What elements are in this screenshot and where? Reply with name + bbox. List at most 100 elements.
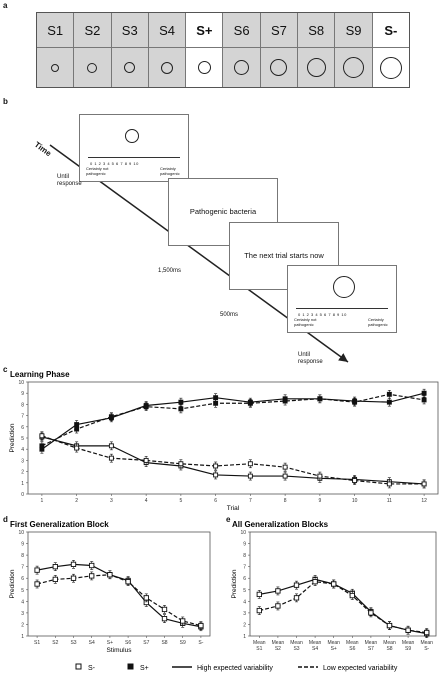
data-point: [352, 478, 358, 484]
feedback-text: Pathogenic bacteria: [189, 207, 257, 216]
y-tick-label: 6: [21, 425, 24, 431]
y-tick-label: 3: [243, 611, 246, 617]
stimulus-cell: [111, 48, 148, 87]
data-point: [386, 481, 392, 487]
data-point: [352, 399, 358, 405]
y-tick-label: 7: [21, 565, 24, 571]
x-tick-label: 4: [145, 498, 148, 504]
stimulus-label: S8: [298, 13, 335, 48]
y-tick-label: 4: [21, 447, 24, 453]
x-tick-label: 10: [352, 498, 358, 504]
data-point: [386, 391, 392, 397]
legend: S- S+ High expected variability Low expe…: [75, 663, 398, 672]
x-tick-label: S7: [143, 640, 149, 646]
data-point: [74, 445, 80, 451]
x-tick-label: Mean S7: [365, 640, 378, 652]
stimulus-circle: [234, 60, 250, 75]
stimulus-circle: [51, 63, 60, 72]
data-point: [143, 404, 149, 410]
data-point: [282, 473, 288, 479]
x-tick-label: 6: [214, 498, 217, 504]
panel-letter-d: d: [3, 515, 8, 524]
data-point: [39, 433, 45, 439]
x-tick-label: S1: [34, 640, 40, 646]
x-tick-label: S6: [125, 640, 131, 646]
y-axis-label: Prediction: [231, 569, 238, 598]
x-tick-label: 5: [179, 498, 182, 504]
y-tick-label: 5: [243, 588, 246, 594]
x-tick-label: Mean S9: [402, 640, 415, 652]
y-tick-label: 2: [21, 470, 24, 476]
x-tick-label: S9: [180, 640, 186, 646]
panel-letter-b: b: [3, 97, 8, 106]
plot-frame: [27, 381, 439, 495]
duration-label-4: Until response: [298, 352, 323, 365]
stimulus-cell: [148, 48, 186, 87]
legend-low-label: Low expected variability: [323, 665, 398, 672]
legend-s-minus-label: S-: [88, 665, 96, 672]
y-tick-label: 4: [243, 599, 246, 605]
stimulus-cell: [335, 48, 372, 87]
all-generalization-chart: All Generalization Blocks 1 2 3 4 5 6 7 8 9 10 Mean…: [231, 520, 437, 652]
panel-letter-c: c: [3, 365, 8, 374]
data-point: [178, 406, 184, 412]
series-line-high: [36, 563, 202, 628]
data-point: [178, 461, 184, 467]
stimulus-circle: [124, 62, 136, 73]
series-line-low: [36, 574, 202, 627]
stimulus-circle: [161, 61, 174, 74]
stimulus-column: S3: [111, 13, 149, 87]
legend-s-plus-label: S+: [140, 665, 149, 672]
stimulus-cell: [37, 48, 74, 87]
series-line-Sminus-high: [41, 436, 425, 485]
y-tick-label: 5: [21, 436, 24, 442]
stimulus-column: S7: [260, 13, 299, 87]
x-axis-label: Stimulus: [107, 647, 133, 653]
data-point: [143, 457, 149, 463]
stimulus-label: S7: [260, 13, 298, 48]
data-point: [70, 561, 77, 568]
y-tick-label: 2: [21, 622, 24, 628]
stimulus-column: S+: [186, 13, 224, 87]
x-tick-label: S3: [70, 640, 76, 646]
stimulus-circle-large: [333, 276, 355, 298]
y-tick-label: 7: [21, 414, 24, 420]
x-tick-label: S8: [161, 640, 167, 646]
legend-s-minus-marker: [75, 663, 82, 670]
stimulus-table: S1 S2 S3 S4 S+ S6 S7 S8 S9 S-: [36, 12, 410, 88]
x-tick-label: Mean S6: [346, 640, 359, 652]
y-tick-label: 9: [21, 391, 24, 397]
duration-label-3: 500ms: [220, 312, 239, 318]
x-tick-label: 11: [387, 498, 392, 504]
data-point: [247, 400, 253, 406]
data-point: [275, 603, 281, 609]
x-tick-label: Mean S-: [420, 640, 433, 652]
trial-screen-stimulus: 0 1 2 3 4 5 6 7 8 9 10 Certainly not pat…: [79, 114, 189, 182]
panel-letter-a: a: [3, 1, 8, 10]
y-tick-label: 3: [21, 611, 24, 617]
data-point: [317, 396, 323, 402]
data-point: [198, 622, 204, 629]
data-point: [421, 397, 427, 403]
y-tick-label: 4: [21, 599, 24, 605]
chart-title: First Generalization Block: [10, 520, 109, 529]
y-axis-label: Prediction: [9, 423, 16, 452]
y-tick-label: 8: [243, 553, 246, 559]
y-tick-label: 1: [21, 481, 24, 487]
x-tick-label: Mean S8: [383, 640, 396, 652]
data-point: [424, 629, 430, 636]
y-axis-label: Prediction: [9, 569, 16, 598]
y-tick-label: 7: [243, 565, 246, 571]
data-point: [282, 398, 288, 404]
data-point: [34, 581, 40, 587]
y-tick-label: 9: [21, 542, 24, 548]
first-generalization-chart: First Generalization Block 1 2 3 4 5 6 7 8 9 10 S1 S…: [9, 520, 211, 653]
y-tick-label: 10: [240, 530, 246, 536]
data-point: [213, 400, 219, 406]
data-point: [39, 443, 45, 449]
y-tick-label: 10: [18, 530, 24, 536]
x-tick-label: 2: [75, 498, 78, 504]
y-tick-label: 10: [18, 380, 24, 386]
x-tick-label: Mean S+: [327, 640, 340, 652]
data-point: [125, 579, 131, 585]
